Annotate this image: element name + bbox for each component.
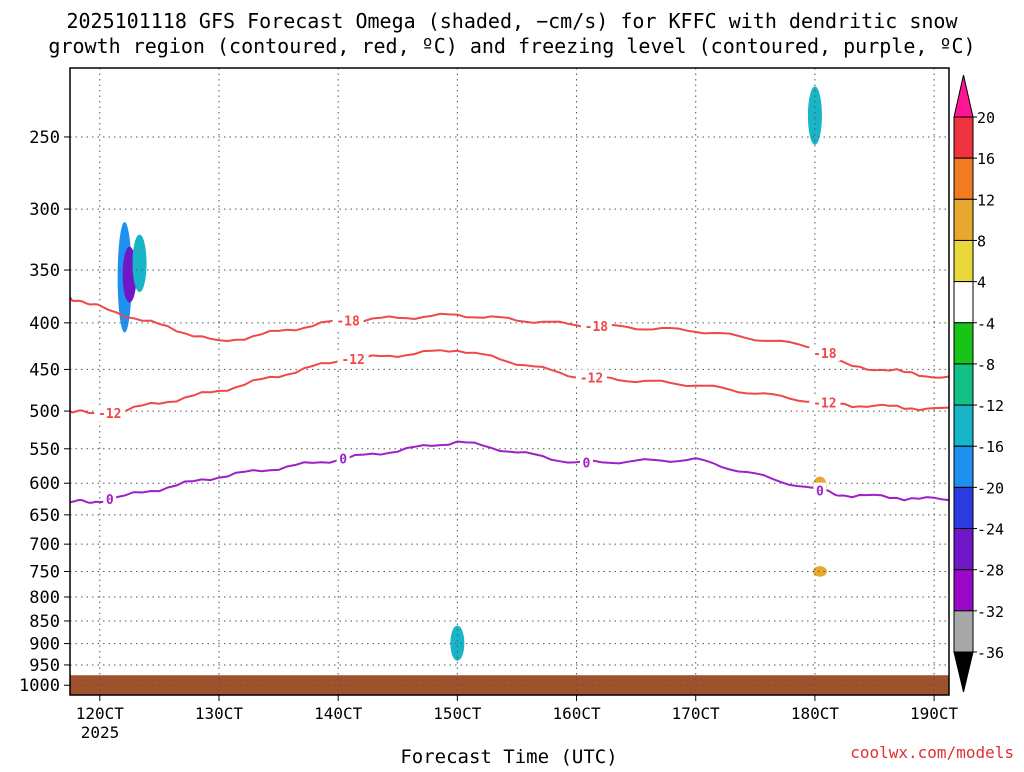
colorbar-segment-1 xyxy=(953,157,974,200)
tick-label-x-19/0CT: 190CT xyxy=(910,704,959,723)
tick-label-y-550: 550 xyxy=(29,440,60,460)
contour-label-1-2: -12 xyxy=(580,371,603,386)
contour-label-2-3: 0 xyxy=(816,485,824,500)
tick-label-x-17/0CT: 170CT xyxy=(672,704,721,723)
colorbar-segment-3 xyxy=(953,239,974,283)
x-axis-title: Forecast Time (UTC) xyxy=(400,746,617,768)
omega-region-6 xyxy=(812,566,827,577)
contour-label-2-1: 0 xyxy=(339,453,347,468)
tick-label-y-850: 850 xyxy=(29,612,60,632)
colorbar-label-12: -32 xyxy=(977,603,1004,621)
colorbar-label-8: -16 xyxy=(977,438,1004,456)
colorbar-segment-5 xyxy=(953,322,974,365)
grid-layer xyxy=(70,68,949,695)
colorbar: 20 16 12 8 4 -4 -8 -12 -16 -20 -24 -28 -32 -36 xyxy=(953,74,1004,693)
colorbar-label-2: 12 xyxy=(977,191,995,209)
chart-title-line1: 2025101118 GFS Forecast Omega (shaded, −… xyxy=(66,9,958,33)
colorbar-label-3: 8 xyxy=(977,232,986,250)
contour-label-2-0: 0 xyxy=(106,493,114,508)
contour-label-bg-2-2 xyxy=(579,454,593,471)
y-axis: 250 300 350 400 450 500 550 600 650 700 750 800 850 9… xyxy=(19,128,70,696)
tick-label-x-13/0CT: 130CT xyxy=(195,704,244,723)
colorbar-bottom-arrow xyxy=(953,651,974,693)
tick-label-y-950: 950 xyxy=(29,656,60,676)
contour-label-bg-0-2 xyxy=(809,344,841,361)
tick-label-y-300: 300 xyxy=(29,200,60,220)
colorbar-segment-11 xyxy=(953,569,974,612)
tick-label-x-18/0CT: 180CT xyxy=(791,704,840,723)
colorbar-label-4: 4 xyxy=(977,274,986,292)
tick-label-x-14/0CT: 140CT xyxy=(314,704,363,723)
contour-label-bg-2-1 xyxy=(336,450,350,467)
colorbar-label-5: -4 xyxy=(977,315,995,333)
colorbar-label-6: -8 xyxy=(977,356,995,374)
colorbar-label-7: -12 xyxy=(977,397,1004,415)
contour-label-bg-1-2 xyxy=(575,369,607,386)
colorbar-label-13: -36 xyxy=(977,644,1004,662)
tick-label-y-450: 450 xyxy=(29,360,60,380)
contour-layer: -18 -18 -18 -12 -12 -12 -12 0 0 0 0 xyxy=(69,296,950,508)
colorbar-segment-12 xyxy=(953,610,974,653)
tick-label-y-900: 900 xyxy=(29,635,60,655)
tick-label-y-700: 700 xyxy=(29,535,60,555)
colorbar-label-11: -28 xyxy=(977,562,1004,580)
tick-label-y-250: 250 xyxy=(29,128,60,148)
contour-label-bg-1-1 xyxy=(337,351,369,368)
omega-region-4 xyxy=(450,625,465,661)
colorbar-top-arrow xyxy=(953,74,974,118)
colorbar-label-1: 16 xyxy=(977,150,995,168)
chart-title-line2: growth region (contoured, red, ºC) and f… xyxy=(48,34,975,58)
tick-label-y-650: 650 xyxy=(29,506,60,526)
colorbar-segment-4 xyxy=(953,281,974,324)
colorbar-segment-9 xyxy=(953,486,974,530)
x-axis: 120CT 130CT 140CT 150CT 160CT 170CT 180CT 190CT xyxy=(76,695,959,723)
credit-label: coolwx.com/models xyxy=(850,743,1014,762)
tick-label-y-500: 500 xyxy=(29,402,60,422)
tick-label-y-1000: 1000 xyxy=(19,676,60,696)
tick-label-x-16/0CT: 160CT xyxy=(552,704,601,723)
tick-label-y-600: 600 xyxy=(29,474,60,494)
contour-label-1-0: -12 xyxy=(98,407,121,422)
colorbar-label-9: -20 xyxy=(977,479,1004,497)
contour-label-bg-2-3 xyxy=(813,482,827,499)
tick-label-y-750: 750 xyxy=(29,562,60,582)
contour-line-2 xyxy=(69,440,950,504)
contour-label-1-3: -12 xyxy=(813,397,836,412)
ground-band xyxy=(70,675,949,695)
colorbar-label-0: 20 xyxy=(977,109,995,127)
contour-label-0-2: -18 xyxy=(813,347,837,362)
colorbar-segment-2 xyxy=(953,198,974,241)
contour-label-0-1: -18 xyxy=(585,320,609,335)
colorbar-segment-8 xyxy=(953,445,974,488)
colorbar-label-10: -24 xyxy=(977,521,1004,539)
tick-label-x-15/0CT: 150CT xyxy=(433,704,482,723)
colorbar-segment-10 xyxy=(953,528,974,571)
omega-region-3 xyxy=(807,86,822,145)
contour-label-bg-0-0 xyxy=(332,312,364,329)
contour-line-0 xyxy=(69,296,950,379)
tick-label-y-350: 350 xyxy=(29,261,60,281)
contour-label-2-2: 0 xyxy=(583,457,591,472)
omega-shading-layer xyxy=(70,86,949,695)
contour-label-bg-1-3 xyxy=(809,394,841,411)
year-label: 2025 xyxy=(81,723,120,742)
tick-label-y-800: 800 xyxy=(29,588,60,608)
colorbar-segment-6 xyxy=(953,363,974,406)
tick-label-x-12/0CT: 120CT xyxy=(76,704,125,723)
contour-label-1-1: -12 xyxy=(341,353,364,368)
contour-label-0-0: -18 xyxy=(336,314,360,329)
omega-region-2 xyxy=(132,234,147,293)
contour-label-bg-1-0 xyxy=(94,405,126,422)
contour-label-bg-2-0 xyxy=(103,491,117,508)
contour-label-bg-0-1 xyxy=(580,317,612,334)
colorbar-segment-7 xyxy=(953,404,974,447)
tick-label-y-400: 400 xyxy=(29,314,60,334)
plot-frame xyxy=(69,67,950,696)
colorbar-segment-0 xyxy=(953,116,974,159)
